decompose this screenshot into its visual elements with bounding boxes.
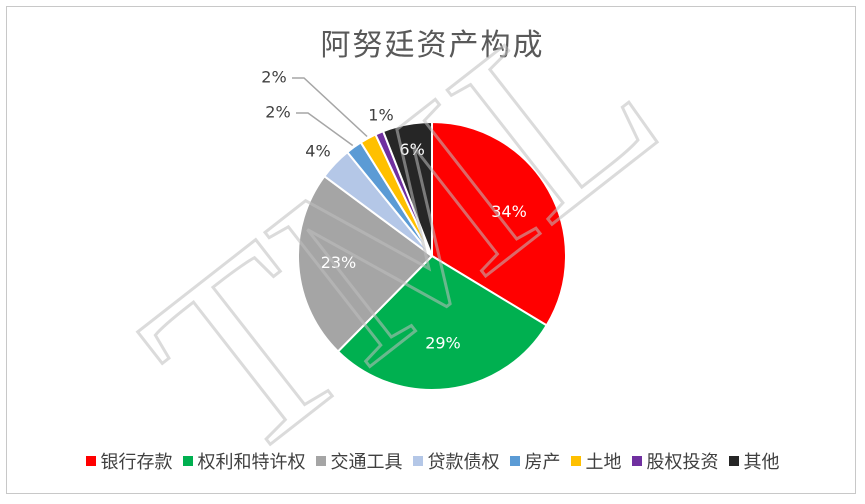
legend-label: 股权投资 — [646, 452, 719, 473]
legend-swatch — [570, 456, 581, 466]
data-label-2: 29% — [425, 333, 461, 352]
legend-item-6: 土地 — [570, 448, 622, 474]
pie-slice-2 — [336, 254, 549, 391]
data-label-8: 6% — [399, 140, 424, 159]
legend-swatch — [728, 456, 739, 466]
pie-slice-1 — [431, 120, 567, 327]
leader-lines — [292, 77, 368, 147]
legend-swatch — [509, 456, 520, 466]
legend-item-5: 房产 — [509, 448, 561, 474]
data-label-5: 2% — [265, 103, 290, 122]
data-label-1: 34% — [491, 202, 527, 221]
data-label-7: 1% — [368, 106, 393, 125]
legend-label: 土地 — [585, 452, 622, 473]
data-label-4: 4% — [305, 142, 330, 161]
legend-label: 交通工具 — [330, 452, 403, 473]
legend-swatch — [315, 456, 326, 466]
data-label-3: 23% — [321, 253, 357, 272]
chart-legend: 银行存款 权利和特许权 交通工具 贷款债权 房产 土地 股权投资 其他 — [0, 448, 865, 474]
data-label-6: 2% — [261, 68, 286, 87]
pie-slice-8 — [381, 120, 433, 257]
leader-line-6 — [292, 77, 368, 138]
legend-item-3: 交通工具 — [315, 448, 403, 474]
legend-label: 银行存款 — [100, 452, 173, 473]
legend-label: 权利和特许权 — [197, 452, 306, 473]
legend-swatch — [412, 456, 423, 466]
legend-label: 房产 — [524, 452, 561, 473]
legend-item-2: 权利和特许权 — [182, 448, 306, 474]
legend-item-4: 贷款债权 — [412, 448, 500, 474]
legend-swatch — [631, 456, 642, 466]
data-labels: 34% 29% 23% 4% 2% 2% 1% 6% — [261, 68, 527, 353]
pie-slices — [297, 120, 567, 391]
legend-swatch — [85, 456, 96, 466]
legend-label: 其他 — [743, 452, 780, 473]
pie-slice-3 — [297, 174, 434, 353]
legend-swatch — [182, 456, 193, 466]
leader-line-5 — [296, 112, 354, 147]
legend-item-1: 银行存款 — [85, 448, 173, 474]
legend-label: 贷款债权 — [427, 452, 500, 473]
chart-title: 阿努廷资产构成 — [320, 28, 545, 63]
legend-item-7: 股权投资 — [631, 448, 719, 474]
legend-item-8: 其他 — [728, 448, 780, 474]
